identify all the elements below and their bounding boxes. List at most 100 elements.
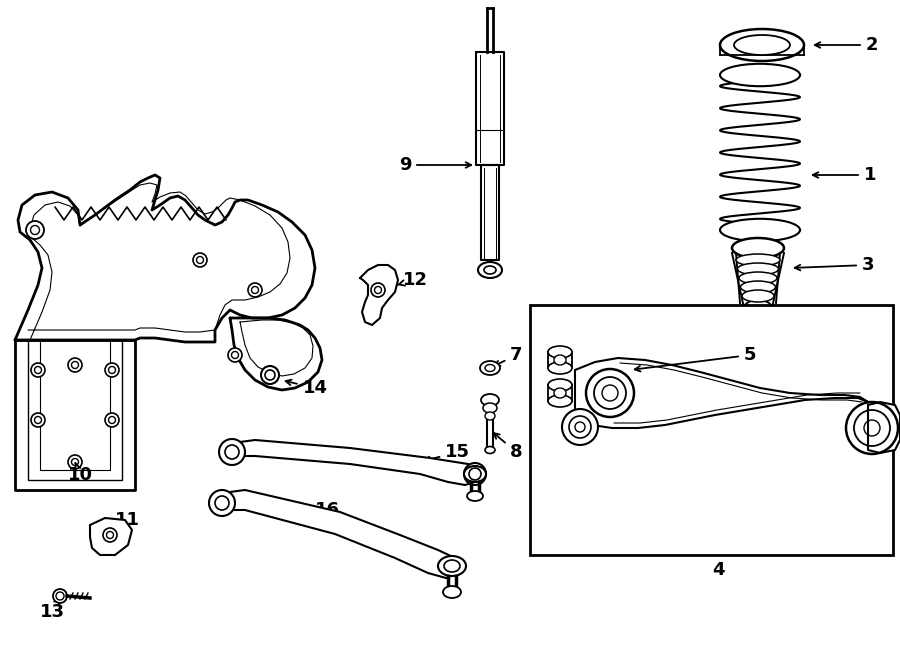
Circle shape (105, 363, 119, 377)
Circle shape (31, 413, 45, 427)
Circle shape (228, 348, 242, 362)
Polygon shape (15, 340, 135, 490)
Text: 13: 13 (40, 598, 65, 621)
Polygon shape (15, 175, 315, 342)
Polygon shape (476, 52, 504, 165)
Text: 15: 15 (425, 443, 470, 462)
Text: 1: 1 (813, 166, 877, 184)
Ellipse shape (480, 361, 500, 375)
Ellipse shape (548, 395, 572, 407)
Circle shape (34, 416, 41, 424)
Ellipse shape (548, 346, 572, 358)
Ellipse shape (741, 281, 776, 293)
Text: 10: 10 (68, 463, 93, 484)
Circle shape (569, 416, 591, 438)
Circle shape (68, 358, 82, 372)
Text: 2: 2 (814, 36, 878, 54)
Circle shape (71, 459, 78, 465)
Bar (530, 305, 893, 555)
Circle shape (103, 528, 117, 542)
Ellipse shape (734, 35, 790, 55)
Ellipse shape (484, 266, 496, 274)
Circle shape (31, 363, 45, 377)
Circle shape (854, 410, 890, 446)
Circle shape (109, 416, 115, 424)
Circle shape (261, 366, 279, 384)
Ellipse shape (485, 446, 495, 453)
Circle shape (31, 225, 40, 235)
Ellipse shape (720, 64, 800, 86)
Text: 12: 12 (397, 271, 427, 289)
Circle shape (215, 496, 229, 510)
Text: 9: 9 (399, 156, 472, 174)
Circle shape (105, 413, 119, 427)
Ellipse shape (485, 412, 495, 420)
Text: 7: 7 (494, 346, 523, 366)
Circle shape (71, 362, 78, 368)
Circle shape (193, 253, 207, 267)
Ellipse shape (443, 586, 461, 598)
Text: 11: 11 (109, 511, 140, 529)
Ellipse shape (481, 394, 499, 406)
Circle shape (248, 283, 262, 297)
Ellipse shape (444, 560, 460, 572)
Circle shape (56, 592, 64, 600)
Circle shape (602, 385, 618, 401)
Circle shape (374, 286, 382, 293)
Polygon shape (481, 165, 499, 260)
Ellipse shape (554, 388, 566, 398)
Text: 8: 8 (494, 433, 523, 461)
Text: 16: 16 (315, 501, 340, 522)
Polygon shape (548, 385, 572, 401)
Circle shape (562, 409, 598, 445)
Ellipse shape (554, 355, 566, 365)
Circle shape (371, 283, 385, 297)
Circle shape (265, 370, 275, 380)
Circle shape (26, 221, 44, 239)
Ellipse shape (483, 403, 497, 413)
Ellipse shape (467, 491, 483, 501)
Polygon shape (218, 490, 460, 578)
Circle shape (225, 445, 239, 459)
Circle shape (575, 422, 585, 432)
Circle shape (231, 352, 239, 358)
Ellipse shape (737, 263, 778, 275)
Circle shape (251, 286, 258, 293)
Ellipse shape (720, 219, 800, 241)
Text: 5: 5 (634, 346, 756, 371)
Text: 6: 6 (558, 356, 588, 389)
Polygon shape (868, 402, 900, 453)
Polygon shape (228, 440, 480, 485)
Ellipse shape (478, 262, 502, 278)
Polygon shape (230, 318, 322, 390)
Ellipse shape (744, 300, 772, 316)
Polygon shape (548, 352, 572, 368)
Circle shape (594, 377, 626, 409)
Ellipse shape (438, 556, 466, 576)
Circle shape (846, 402, 898, 454)
Ellipse shape (720, 29, 804, 61)
Polygon shape (360, 265, 398, 325)
Ellipse shape (548, 379, 572, 391)
Text: 4: 4 (712, 561, 724, 579)
Circle shape (53, 589, 67, 603)
Polygon shape (90, 518, 132, 555)
Circle shape (106, 531, 113, 539)
Text: 3: 3 (795, 256, 874, 274)
Text: 14: 14 (285, 379, 328, 397)
Ellipse shape (742, 290, 774, 302)
Circle shape (586, 369, 634, 417)
Circle shape (219, 439, 245, 465)
Ellipse shape (736, 254, 780, 266)
Circle shape (209, 490, 235, 516)
Polygon shape (575, 358, 868, 428)
Circle shape (864, 420, 880, 436)
Ellipse shape (739, 272, 777, 284)
Circle shape (469, 468, 481, 480)
Circle shape (34, 366, 41, 373)
Circle shape (68, 455, 82, 469)
Ellipse shape (464, 466, 486, 482)
Circle shape (196, 256, 203, 264)
Circle shape (109, 366, 115, 373)
Ellipse shape (485, 364, 495, 371)
